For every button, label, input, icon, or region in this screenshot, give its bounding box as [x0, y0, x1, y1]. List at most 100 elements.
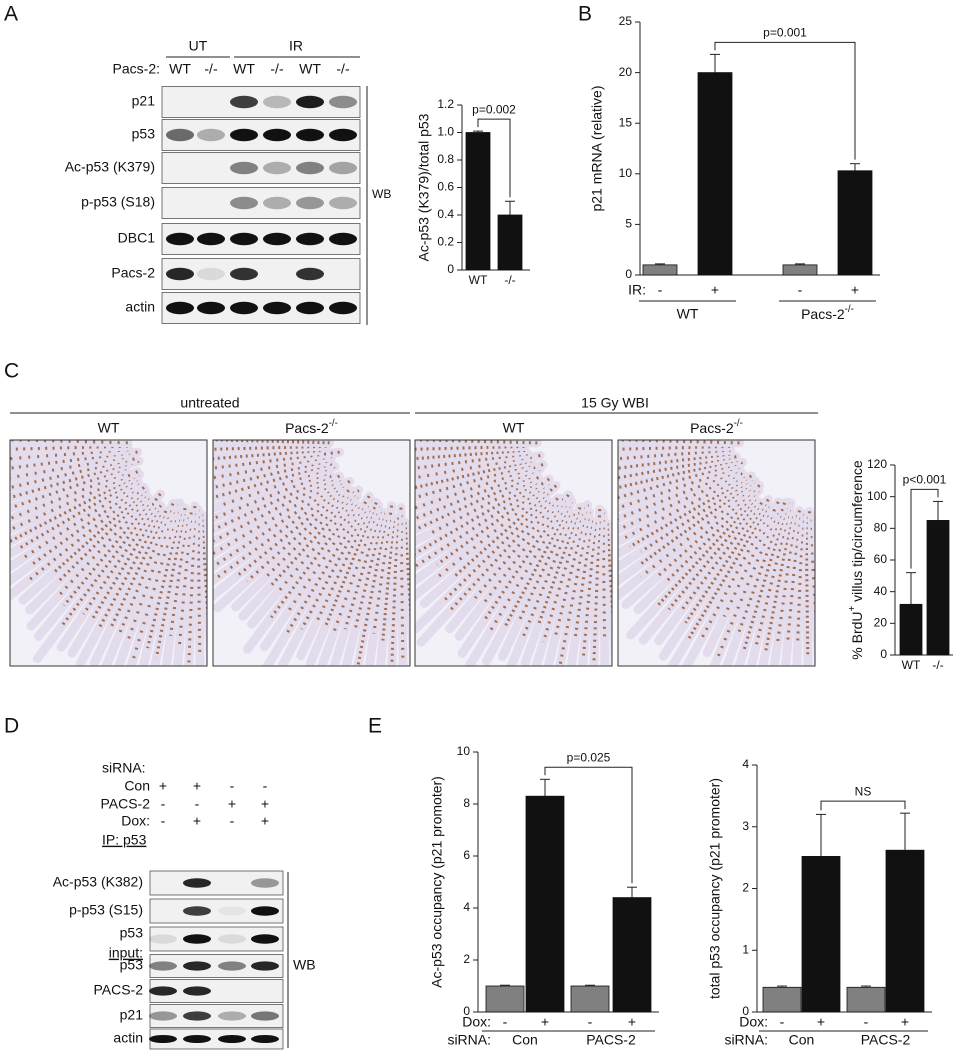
blot-strip [161, 292, 361, 324]
panel-label: E [368, 715, 382, 738]
villus [10, 454, 139, 493]
villus [482, 496, 577, 666]
brdu-cells [51, 489, 147, 575]
blot-strip [149, 870, 284, 896]
villus [10, 440, 133, 448]
sign: - [230, 778, 235, 794]
bar [782, 264, 818, 276]
brdu-cells [60, 492, 162, 628]
y-axis-label: Ac-p53 (K379)/total p53 [416, 113, 432, 261]
group-label: PACS-2 [586, 1032, 636, 1048]
brdu-cells [17, 477, 139, 551]
x-tick-label: - [588, 1014, 593, 1030]
lane-label: WT [299, 61, 321, 77]
x-tick-label: + [541, 1014, 549, 1030]
significance-bracket [477, 118, 511, 198]
brdu-cells [415, 440, 538, 445]
brdu-cells [10, 459, 140, 500]
group-label: WT [677, 306, 699, 322]
band [263, 232, 291, 246]
image-label: Pacs-2-/- [285, 418, 338, 436]
band [183, 1035, 211, 1043]
image-label: WT [503, 420, 525, 436]
y-tick-label: 1.2 [437, 97, 454, 111]
group-label: Pacs-2-/- [801, 304, 854, 322]
brdu-cells [618, 455, 737, 480]
band [166, 128, 194, 142]
brdu-cells [263, 489, 355, 580]
image-border [617, 439, 816, 667]
brdu-cells [581, 522, 597, 658]
band [296, 95, 324, 109]
brdu-cells [10, 472, 141, 544]
condition-label: Dox: [121, 813, 150, 829]
villus [114, 498, 181, 666]
villus [769, 510, 800, 666]
brdu-cells [601, 512, 607, 642]
image-border [414, 439, 613, 667]
brdu-cells [82, 506, 157, 615]
brdu-cells [213, 478, 342, 556]
band [329, 161, 357, 175]
brdu-cells [804, 516, 810, 657]
brdu-cells [213, 481, 343, 569]
significance-bracket [820, 800, 906, 811]
blot-strip [161, 152, 361, 184]
blot-strip [161, 119, 361, 151]
panel-label: D [4, 715, 19, 738]
band [329, 128, 357, 142]
brdu-cells [356, 519, 388, 665]
brdu-cells [196, 509, 202, 653]
y-tick-label: 80 [874, 521, 888, 535]
band [296, 301, 324, 315]
category-row-label: IR: [628, 282, 646, 298]
bar [697, 72, 733, 276]
group-label: IR [289, 38, 303, 54]
villus [722, 498, 790, 666]
villus [184, 501, 200, 666]
villus [213, 471, 336, 535]
brdu-cells [187, 505, 197, 666]
row-label: Pacs-2 [111, 265, 155, 281]
brdu-cells [403, 522, 410, 625]
condition-label: Con [124, 778, 150, 794]
brdu-cells [213, 474, 341, 543]
villus [618, 484, 755, 602]
bar [837, 170, 873, 276]
blot-strip [161, 187, 361, 219]
brdu-cells [618, 470, 738, 521]
y-tick-label: 2 [463, 952, 470, 966]
villus [213, 469, 331, 524]
villus [445, 493, 563, 634]
micrograph [618, 440, 815, 666]
row-label: actin [113, 1030, 143, 1046]
x-tick-label: + [711, 282, 719, 298]
villus [618, 471, 756, 559]
y-tick-label: 6 [463, 848, 470, 862]
group-label: UT [189, 38, 208, 54]
villus [602, 519, 612, 666]
row-label: p53 [120, 957, 144, 973]
group-row-label: siRNA: [447, 1032, 491, 1048]
band [149, 1011, 177, 1021]
x-tick-label: + [901, 1014, 909, 1030]
text-part: % BrdU [849, 612, 865, 660]
villus [633, 485, 764, 615]
brdu-cells [656, 497, 757, 607]
x-tick-label: WT [902, 658, 921, 672]
villus [415, 472, 543, 547]
villus [681, 510, 773, 666]
band [329, 196, 357, 210]
villus [262, 491, 374, 666]
lane-label: Pacs-2: [113, 61, 160, 77]
sign: + [228, 796, 236, 812]
villus [26, 493, 153, 631]
superscript: + [847, 606, 858, 612]
brdu-cells [764, 516, 793, 651]
annotation: p<0.001 [903, 473, 947, 487]
lane-label: -/- [204, 61, 218, 77]
villus [555, 507, 594, 666]
brdu-cells [624, 474, 746, 539]
y-axis-label: Ac-p53 occupancy (p21 promoter) [429, 776, 445, 988]
